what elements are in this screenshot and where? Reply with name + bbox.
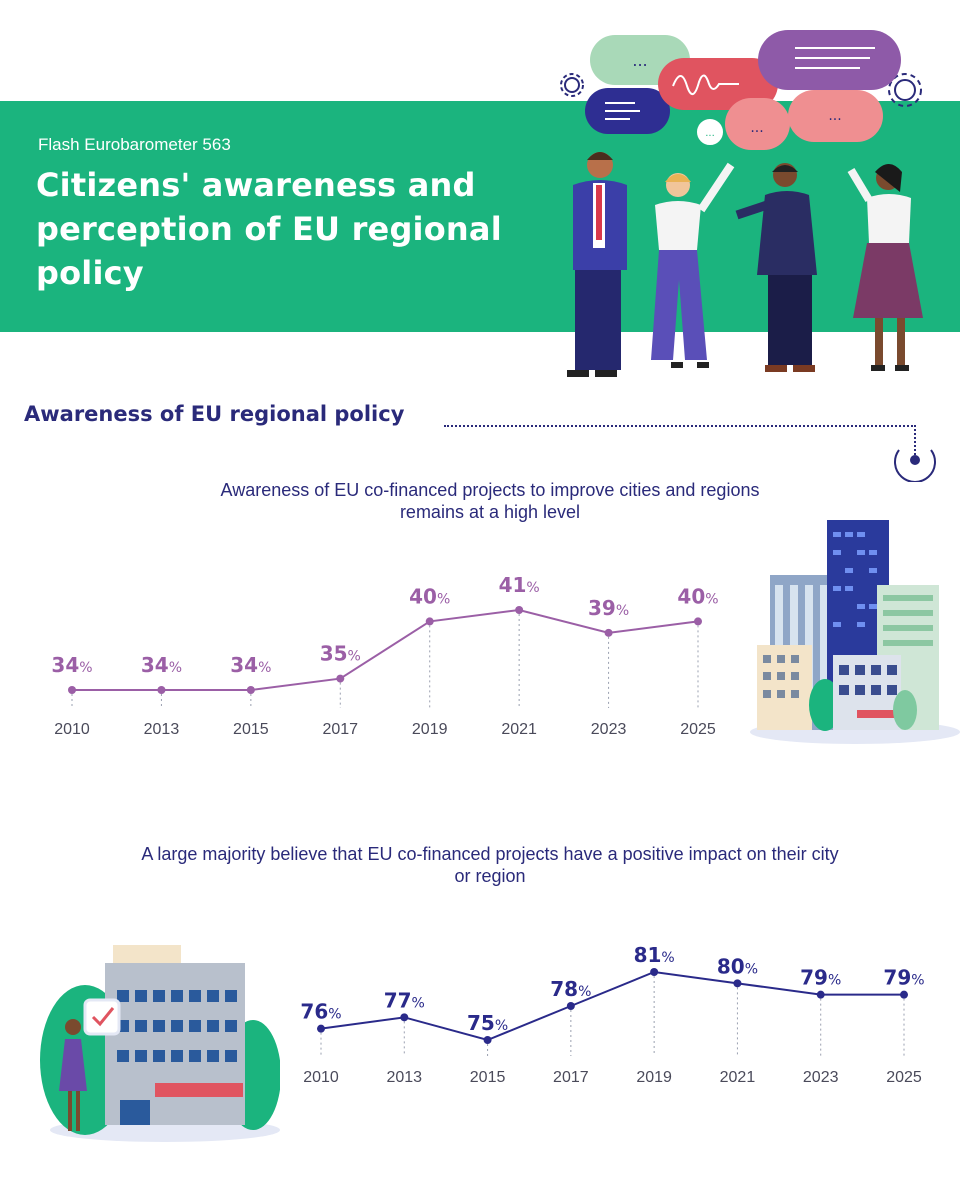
x-tick-label: 2017 [322,721,358,738]
gear-icon [888,73,922,107]
data-label: 41% [499,573,540,597]
survey-subtitle: Flash Eurobarometer 563 [38,135,231,154]
data-label: 40% [677,584,718,608]
dotted-connector [914,425,916,455]
data-point [400,1013,409,1022]
data-label: 81% [634,943,675,967]
data-label: 77% [384,988,425,1012]
speech-bubble [725,98,790,150]
x-tick-label: 2013 [144,721,180,738]
page-title: Citizens' awareness and perception of EU… [36,166,502,292]
gear-icon [560,73,584,97]
x-tick-label: 2019 [636,1069,672,1086]
data-point [733,979,742,988]
data-point [317,1024,325,1033]
x-tick-label: 2010 [54,721,90,738]
dotted-connector [444,425,916,427]
data-point [694,617,702,626]
data-label: 34% [230,653,271,677]
svg-text:...: ... [632,51,647,70]
x-tick-label: 2021 [720,1069,756,1086]
data-label: 79% [800,966,841,990]
x-tick-label: 2021 [501,721,537,738]
x-tick-label: 2025 [680,721,716,738]
data-label: 35% [320,642,361,666]
data-point [604,628,613,637]
section-heading: Awareness of EU regional policy [24,402,405,426]
chat-icon [695,117,725,147]
checkbox-icon [83,998,121,1036]
people-discussion-illustration: ... ... ... ... [560,30,923,377]
x-tick-label: 2010 [303,1069,339,1086]
person-figure [847,164,923,371]
data-point [650,968,659,976]
x-tick-label: 2013 [386,1069,422,1086]
chart-2-title: A large majority believe that EU co-fina… [141,844,839,886]
x-tick-label: 2023 [591,721,627,738]
awareness-line-chart: 34% 2010 34% 2013 34% 2015 35% 2017 40% 2019 41% 20… [51,573,718,738]
x-tick-label: 2017 [553,1069,589,1086]
data-label: 34% [51,653,92,677]
x-tick-label: 2015 [470,1069,506,1086]
data-point [816,990,825,999]
target-icon [894,449,936,482]
positive-impact-line-chart: 76% 2010 77% 2013 75% 2015 78% 2017 81% 2019 80% 20… [300,943,924,1086]
data-point [900,990,908,999]
person-figure [651,162,735,368]
person-figure [735,163,817,372]
svg-text:...: ... [828,108,841,124]
data-label: 78% [550,977,591,1001]
data-point [566,1002,575,1010]
svg-text:...: ... [750,120,763,136]
x-tick-label: 2023 [803,1069,839,1086]
speech-bubble [788,90,883,142]
data-label: 80% [717,954,758,978]
speech-bubble [758,30,901,90]
x-tick-label: 2019 [412,721,448,738]
data-point [246,686,255,694]
building-illustration [40,945,280,1142]
person-figure [567,152,627,377]
city-buildings-illustration [750,520,960,744]
data-point [157,686,166,694]
data-point [68,686,76,694]
data-point [425,617,434,626]
data-label: 76% [300,1000,341,1024]
x-tick-label: 2015 [233,721,269,738]
x-tick-label: 2025 [886,1069,922,1086]
data-label: 34% [141,653,182,677]
data-label: 39% [588,596,629,620]
series-line [72,608,699,691]
data-point [336,674,345,683]
series-line [320,970,904,1042]
data-label: 79% [883,966,924,990]
data-point [515,606,524,614]
data-point [483,1036,492,1044]
data-label: 40% [409,584,450,608]
data-label: 75% [467,1011,508,1035]
svg-text:...: ... [705,128,715,139]
chart-1-title: Awareness of EU co-financed projects to … [220,480,760,522]
